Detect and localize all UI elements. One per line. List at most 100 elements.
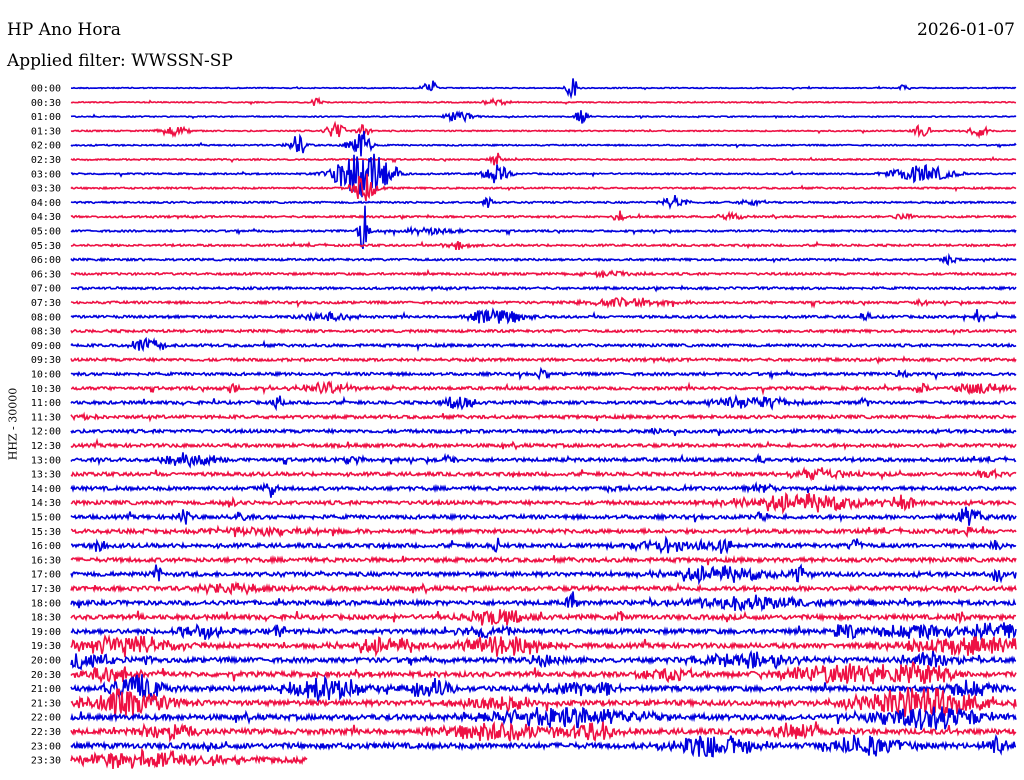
- trace-line-0400: [70, 195, 1017, 210]
- trace-line-2230: [70, 720, 1017, 743]
- filter-label: Applied filter: WWSSN-SP: [7, 51, 233, 71]
- hour-tick-label: 18:00: [31, 598, 61, 609]
- trace-line-2330: [70, 747, 308, 769]
- trace-line-1300: [70, 452, 1017, 469]
- trace-line-2130: [70, 687, 1017, 718]
- hour-tick-label: 02:30: [31, 155, 61, 166]
- hour-tick-label: 05:30: [31, 241, 61, 252]
- hour-tick-label: 23:30: [31, 756, 61, 767]
- hour-tick-label: 12:00: [31, 427, 61, 438]
- trace-line-2000: [70, 649, 1017, 671]
- hour-tick-label: 21:00: [31, 684, 61, 695]
- hour-tick-label: 03:30: [31, 184, 61, 195]
- trace-line-0900: [70, 336, 1017, 353]
- trace-line-0430: [70, 210, 1017, 222]
- hour-tick-label: 07:30: [31, 298, 61, 309]
- trace-line-0730: [70, 296, 1017, 309]
- hour-tick-label: 07:00: [31, 284, 61, 295]
- hour-tick-label: 18:30: [31, 613, 61, 624]
- hour-tick-label: 14:30: [31, 498, 61, 509]
- trace-line-0330: [70, 173, 1017, 202]
- trace-line-0830: [70, 327, 1017, 336]
- hour-tick-label: 10:30: [31, 384, 61, 395]
- trace-line-2100: [70, 674, 1017, 703]
- trace-line-1730: [70, 580, 1017, 597]
- hour-tick-label: 15:00: [31, 513, 61, 524]
- hour-tick-label: 01:00: [31, 112, 61, 123]
- trace-line-2200: [70, 706, 1017, 731]
- trace-line-1830: [70, 608, 1017, 626]
- hour-tick-label: 22:00: [31, 713, 61, 724]
- trace-line-1630: [70, 554, 1017, 566]
- trace-line-1130: [70, 411, 1017, 423]
- hour-tick-label: 06:30: [31, 269, 61, 280]
- trace-line-2300: [70, 733, 1017, 758]
- trace-line-0030: [70, 96, 1017, 107]
- hour-tick-label: 13:30: [31, 470, 61, 481]
- trace-line-0100: [70, 110, 1017, 124]
- date-label: 2026-01-07: [916, 20, 1015, 40]
- trace-line-0300: [70, 153, 1017, 198]
- hour-tick-label: 17:00: [31, 570, 61, 581]
- trace-line-0700: [70, 284, 1017, 293]
- trace-line-1400: [70, 480, 1017, 498]
- hour-tick-label: 19:30: [31, 641, 61, 652]
- hour-tick-label: 23:00: [31, 741, 61, 752]
- trace-line-1230: [70, 437, 1017, 451]
- trace-line-0530: [70, 240, 1017, 251]
- trace-line-1930: [70, 633, 1017, 658]
- trace-line-0130: [70, 120, 1017, 140]
- hour-tick-label: 04:00: [31, 198, 61, 209]
- trace-line-1600: [70, 535, 1017, 555]
- hour-tick-label: 03:00: [31, 169, 61, 180]
- trace-line-0630: [70, 268, 1017, 279]
- hour-tick-label: 16:30: [31, 555, 61, 566]
- hour-tick-label: 21:30: [31, 698, 61, 709]
- hour-tick-label: 01:30: [31, 126, 61, 137]
- trace-line-1430: [70, 491, 1017, 515]
- trace-line-0000: [70, 78, 1017, 100]
- trace-line-0600: [70, 252, 1017, 267]
- trace-line-1330: [70, 466, 1017, 482]
- hour-tick-label: 22:30: [31, 727, 61, 738]
- trace-line-1030: [70, 380, 1017, 396]
- hour-tick-label: 19:00: [31, 627, 61, 638]
- trace-line-1700: [70, 563, 1017, 586]
- hour-tick-label: 04:30: [31, 212, 61, 223]
- trace-line-0800: [70, 307, 1017, 325]
- hour-tick-label: 08:30: [31, 327, 61, 338]
- trace-line-0500: [70, 205, 1017, 250]
- trace-line-1500: [70, 506, 1017, 526]
- trace-line-1800: [70, 591, 1017, 613]
- hour-tick-label: 08:00: [31, 312, 61, 323]
- hour-tick-label: 15:30: [31, 527, 61, 538]
- hour-tick-label: 09:30: [31, 355, 61, 366]
- hour-tick-label: 02:00: [31, 141, 61, 152]
- trace-line-0200: [70, 130, 1017, 157]
- trace-line-1900: [70, 622, 1017, 641]
- hour-tick-label: 13:00: [31, 455, 61, 466]
- hour-tick-label: 17:30: [31, 584, 61, 595]
- hour-tick-label: 11:30: [31, 412, 61, 423]
- hour-tick-label: 20:30: [31, 670, 61, 681]
- trace-line-1000: [70, 366, 1017, 381]
- hour-tick-label: 06:00: [31, 255, 61, 266]
- station-title: HP Ano Hora: [7, 20, 121, 40]
- hour-tick-label: 20:00: [31, 656, 61, 667]
- hour-tick-label: 00:00: [31, 84, 61, 95]
- trace-line-1100: [70, 393, 1017, 412]
- trace-line-1530: [70, 524, 1017, 538]
- trace-line-2030: [70, 660, 1017, 685]
- hour-tick-label: 10:00: [31, 370, 61, 381]
- hour-tick-label: 05:00: [31, 227, 61, 238]
- hour-tick-label: 12:30: [31, 441, 61, 452]
- hour-tick-label: 09:00: [31, 341, 61, 352]
- trace-line-0230: [70, 152, 1017, 166]
- trace-line-1200: [70, 427, 1017, 437]
- hour-tick-label: 14:00: [31, 484, 61, 495]
- hour-tick-label: 16:00: [31, 541, 61, 552]
- trace-line-0930: [70, 355, 1017, 365]
- hour-tick-label: 00:30: [31, 98, 61, 109]
- hour-tick-label: 11:00: [31, 398, 61, 409]
